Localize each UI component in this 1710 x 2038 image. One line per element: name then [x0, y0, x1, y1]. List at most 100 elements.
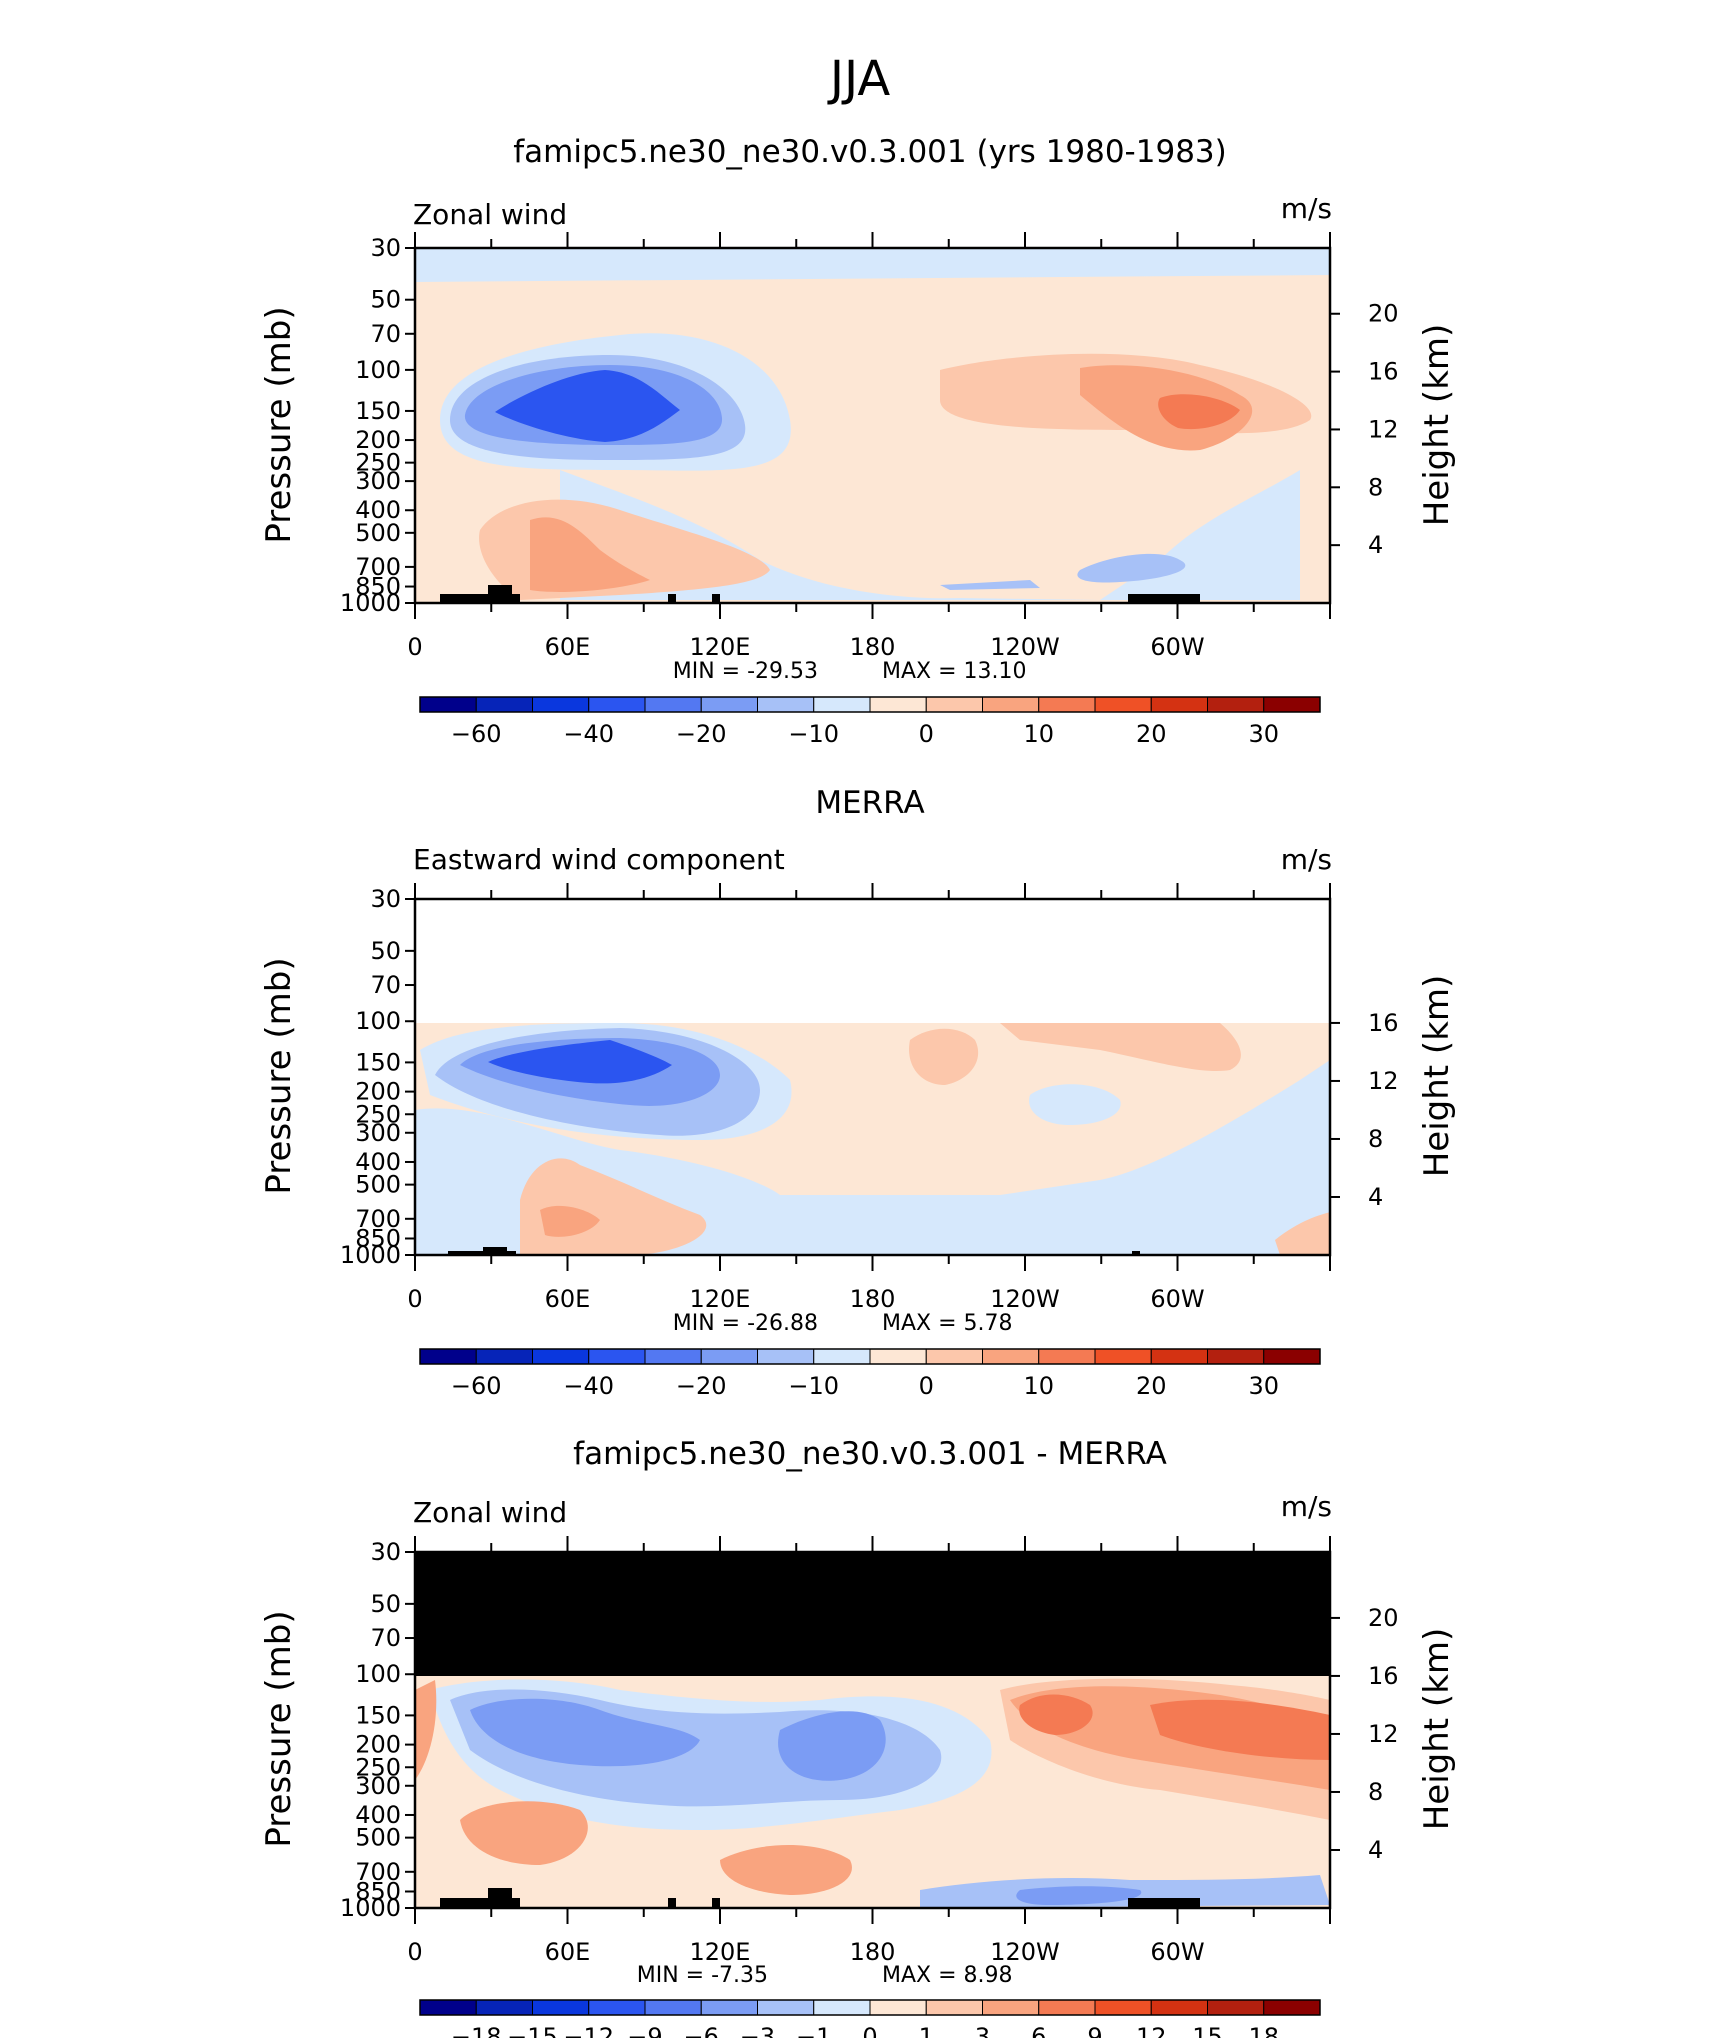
colorbar-label: 6 — [1031, 2023, 1046, 2038]
colorbar-label: 18 — [1248, 2023, 1279, 2038]
colorbar-swatch — [644, 1999, 702, 2016]
panel1-topography — [440, 585, 1200, 603]
pressure-tick-label: 850 — [355, 1878, 401, 1906]
panel2-westerly-patch-2 — [909, 1028, 979, 1085]
panel3-lower-negative-core — [1016, 1886, 1142, 1905]
pressure-tick-label: 300 — [355, 1772, 401, 1800]
colorbar-swatch — [644, 696, 702, 713]
height-tick-label: 8 — [1368, 1125, 1383, 1153]
pressure-tick-label: 200 — [355, 1078, 401, 1106]
pressure-tick-label: 50 — [370, 286, 401, 314]
panel2-missing-region — [415, 899, 1330, 1023]
longitude-tick-label: 0 — [407, 633, 422, 661]
panel2-colorbar: −60 −40 −20 −10 0 10 20 30 — [419, 1348, 1321, 1400]
panel2-jet-core — [488, 1040, 672, 1084]
panel3-negative-core-1 — [470, 1698, 700, 1767]
colorbar-swatch — [1038, 696, 1096, 713]
longitude-tick-label: 120W — [990, 633, 1060, 661]
panel3-left-positive — [415, 1680, 437, 1780]
colorbar-swatch — [475, 1348, 533, 1365]
panel2-contours — [415, 1023, 1330, 1255]
colorbar-swatch — [588, 1348, 646, 1365]
pressure-tick-label: 1000 — [340, 1241, 401, 1269]
longitude-tick-label: 120W — [990, 1938, 1060, 1966]
panel3-title: famipc5.ne30_ne30.v0.3.001 - MERRA — [573, 1436, 1167, 1472]
colorbar-swatch — [757, 1348, 815, 1365]
panel3-units: m/s — [1281, 1490, 1332, 1523]
pressure-tick-label: 300 — [355, 467, 401, 495]
pressure-tick-label: 400 — [355, 496, 401, 524]
colorbar-label: −20 — [676, 1372, 727, 1400]
colorbar-swatch — [419, 1999, 477, 2016]
panel2-topography — [448, 1247, 1140, 1255]
pressure-tick-label: 250 — [355, 449, 401, 477]
height-tick-label: 20 — [1368, 300, 1399, 328]
colorbar-label: −3 — [740, 2023, 775, 2038]
colorbar-label: −18 — [451, 2023, 502, 2038]
pressure-tick-label: 250 — [355, 1753, 401, 1781]
colorbar-swatch — [419, 696, 477, 713]
panel3-positive-core-2 — [1150, 1699, 1330, 1760]
colorbar-label: −60 — [451, 720, 502, 748]
colorbar-swatch — [475, 696, 533, 713]
colorbar-swatch — [757, 696, 815, 713]
colorbar-label: −9 — [627, 2023, 662, 2038]
panel3-variable: Zonal wind — [413, 1496, 567, 1529]
colorbar-swatch — [1094, 1348, 1152, 1365]
panel2-lower-right-patch — [1275, 1212, 1330, 1255]
longitude-tick-label: 60W — [1150, 633, 1204, 661]
colorbar-swatch — [1038, 1348, 1096, 1365]
height-tick-label: 16 — [1368, 358, 1399, 386]
colorbar-label: 10 — [1023, 720, 1054, 748]
longitude-tick-label: 180 — [850, 633, 896, 661]
panel1-min: MIN = -29.53 — [673, 659, 818, 684]
panel2-westerly-patch — [1000, 1023, 1241, 1071]
colorbar-label: 15 — [1192, 2023, 1223, 2038]
pressure-tick-label: 850 — [355, 1225, 401, 1253]
pressure-tick-label: 400 — [355, 1148, 401, 1176]
panel3-masked-region — [415, 1552, 1330, 1676]
panel2-upper-easterly-patch — [1029, 1084, 1121, 1125]
colorbar-swatch — [419, 1348, 477, 1365]
colorbar-swatch — [813, 1348, 871, 1365]
pressure-tick-label: 250 — [355, 1100, 401, 1128]
panel2-plot-area — [413, 897, 1332, 1257]
colorbar-swatch — [644, 1348, 702, 1365]
colorbar-label: 1 — [919, 2023, 934, 2038]
colorbar-swatch — [757, 1999, 815, 2016]
colorbar-swatch — [532, 1348, 590, 1365]
panel1-colorbar: −60 −40 −20 −10 0 10 20 30 — [419, 696, 1321, 748]
colorbar-label: −20 — [676, 720, 727, 748]
longitude-tick-label: 60E — [545, 1285, 591, 1313]
panel1-lower-easterly — [1077, 553, 1186, 583]
pressure-tick-label: 850 — [355, 573, 401, 601]
pressure-tick-label: 100 — [355, 1007, 401, 1035]
panel3-positive-core-1 — [1019, 1694, 1093, 1735]
panel3-negative-core-2 — [778, 1711, 886, 1781]
panel1-title: famipc5.ne30_ne30.v0.3.001 (yrs 1980-198… — [513, 134, 1226, 170]
height-tick-label: 12 — [1368, 1720, 1399, 1748]
colorbar-frame — [419, 1348, 1321, 1365]
colorbar-swatch — [1150, 696, 1208, 713]
colorbar-swatch — [700, 1999, 758, 2016]
colorbar-label: 20 — [1136, 1372, 1167, 1400]
panel1-ylabel: Pressure (mb) — [259, 306, 299, 543]
pressure-tick-label: 200 — [355, 426, 401, 454]
pressure-tick-label: 30 — [370, 1538, 401, 1566]
panel2-min: MIN = -26.88 — [673, 1311, 818, 1336]
colorbar-swatch — [1263, 696, 1321, 713]
longitude-tick-label: 120E — [690, 633, 751, 661]
colorbar-label: −12 — [563, 2023, 614, 2038]
colorbar-frame — [419, 696, 1321, 713]
colorbar-swatch — [982, 1348, 1040, 1365]
pressure-tick-label: 70 — [370, 320, 401, 348]
colorbar-label: 12 — [1136, 2023, 1167, 2038]
colorbar-label: −10 — [788, 720, 839, 748]
height-tick-label: 16 — [1368, 1662, 1399, 1690]
pressure-tick-label: 1000 — [340, 589, 401, 617]
colorbar-label: −40 — [563, 720, 614, 748]
panel2-max: MAX = 5.78 — [882, 1311, 1013, 1336]
